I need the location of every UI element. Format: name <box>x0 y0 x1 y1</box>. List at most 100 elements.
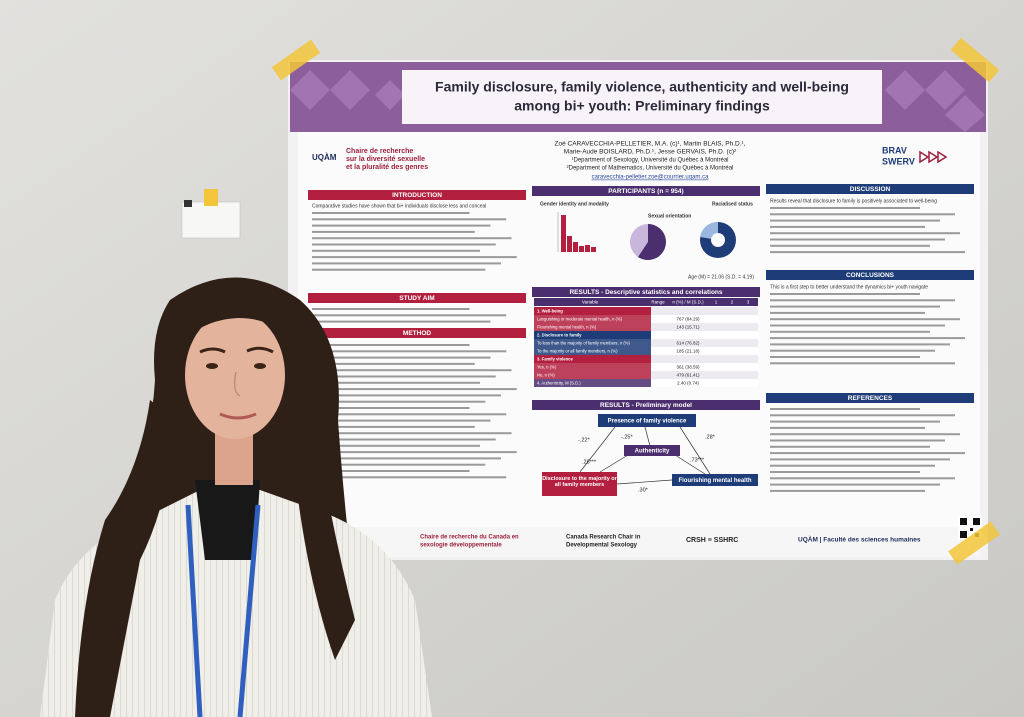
tape <box>950 37 1000 83</box>
model-node-label: Disclosure to the majority or all family… <box>542 476 617 488</box>
table: Variable Range n (%) / M (S.D.) 1 2 3 1.… <box>534 298 758 387</box>
section-title: REFERENCES <box>848 395 893 402</box>
text-line <box>312 256 517 259</box>
table-row <box>534 323 651 331</box>
table-row <box>534 331 651 339</box>
text-line <box>312 249 480 252</box>
text-line <box>312 230 475 233</box>
tape <box>948 521 1000 565</box>
table-cell: 1. Well-being <box>537 309 563 314</box>
section-lead: Comparative studies have shown that bi+ … <box>312 203 486 209</box>
footer <box>298 527 980 557</box>
table-header <box>534 298 758 306</box>
text-line <box>770 414 955 417</box>
text-line <box>312 362 475 365</box>
text-line <box>770 439 945 442</box>
model-node <box>672 474 758 486</box>
table-row <box>534 315 651 323</box>
text-line <box>770 489 925 492</box>
text-line <box>312 224 491 227</box>
table-cell: 361 (38.59) <box>676 365 700 370</box>
table-head-cell: Variable <box>582 300 599 305</box>
table-row-cells <box>651 355 758 363</box>
table-row-cells <box>651 323 758 331</box>
age: Age (M) = 21.06 (S.D. = 4.19) <box>688 274 754 280</box>
text-line <box>312 350 507 353</box>
model <box>579 426 711 485</box>
text-line <box>312 381 480 384</box>
coefficient: .30* <box>638 487 649 493</box>
section-lead: Results reveal that disclosure to family… <box>770 198 937 204</box>
section-title: STUDY AIM <box>399 295 434 302</box>
text-line <box>770 219 940 222</box>
text-line <box>312 457 501 460</box>
table-cell: 2. Disclosure to family <box>537 333 582 338</box>
table-row-cells <box>651 371 758 379</box>
brand: SWERV <box>882 156 915 166</box>
person <box>40 277 432 717</box>
orientation-pie <box>630 224 666 260</box>
text-line <box>770 207 920 209</box>
text-line <box>312 470 470 472</box>
table-head-cell: n (%) / M (S.D.) <box>672 300 704 305</box>
text-line <box>312 451 517 454</box>
hair-right <box>290 410 355 660</box>
text-line <box>770 330 930 333</box>
text-line <box>312 218 507 221</box>
text-line <box>770 464 935 467</box>
table-row <box>534 371 651 379</box>
table-row <box>534 307 651 315</box>
lab-name: Chaire de recherche <box>346 148 413 155</box>
text-line <box>312 375 496 378</box>
text-line <box>312 314 507 317</box>
title-box <box>402 70 882 124</box>
text-line <box>770 471 920 473</box>
text-line <box>770 483 940 486</box>
table-cell: 3. Family violence <box>537 357 574 362</box>
authors: Zoé CARAVECCHIA-PELLETIER, M.A. (c)¹, Ma… <box>555 141 746 148</box>
affiliation: ²Department of Mathematics, Université d… <box>567 166 734 172</box>
model-node-label: Flourishing mental health <box>678 478 751 484</box>
text-line <box>312 394 501 397</box>
text-line <box>312 268 486 271</box>
top <box>195 480 260 560</box>
text-line <box>312 419 491 422</box>
chart-caption: Sexual orientation <box>648 213 691 219</box>
text-line <box>770 318 960 321</box>
table-row <box>534 379 651 387</box>
text-line <box>312 407 470 409</box>
text-line <box>770 349 935 352</box>
text-line <box>312 369 512 372</box>
title-line: among bi+ youth: Preliminary findings <box>514 98 770 114</box>
gender-bars <box>557 212 596 252</box>
tape <box>204 189 218 206</box>
text-line <box>312 425 475 428</box>
text-line <box>312 444 480 447</box>
table-cell: Languishing or moderate mental health, n… <box>537 317 623 322</box>
table-row <box>534 363 651 371</box>
text-line <box>312 320 491 323</box>
card-icon <box>184 200 192 207</box>
coefficient: -.22* <box>578 437 590 443</box>
table-cell: 2.40 (0.74) <box>677 381 699 386</box>
brand-arrows <box>919 150 948 164</box>
table-cell: 479 (61.41) <box>676 373 700 378</box>
text-line <box>770 343 950 346</box>
section-title: PARTICIPANTS (n = 954) <box>608 188 683 195</box>
text-line <box>312 400 486 403</box>
hair-left <box>75 400 175 717</box>
table-row <box>534 355 651 363</box>
racialised-donut <box>700 221 736 258</box>
text-line <box>770 305 940 308</box>
text-line <box>770 213 955 216</box>
text-line <box>770 225 925 228</box>
footer-text: sexologie développementale <box>420 543 502 549</box>
table-row-cells <box>651 379 758 387</box>
text-line <box>770 244 930 247</box>
section-header <box>766 184 974 194</box>
text-line <box>312 237 512 240</box>
text-line <box>312 243 496 246</box>
text-line <box>312 438 496 441</box>
model-node <box>598 414 696 427</box>
